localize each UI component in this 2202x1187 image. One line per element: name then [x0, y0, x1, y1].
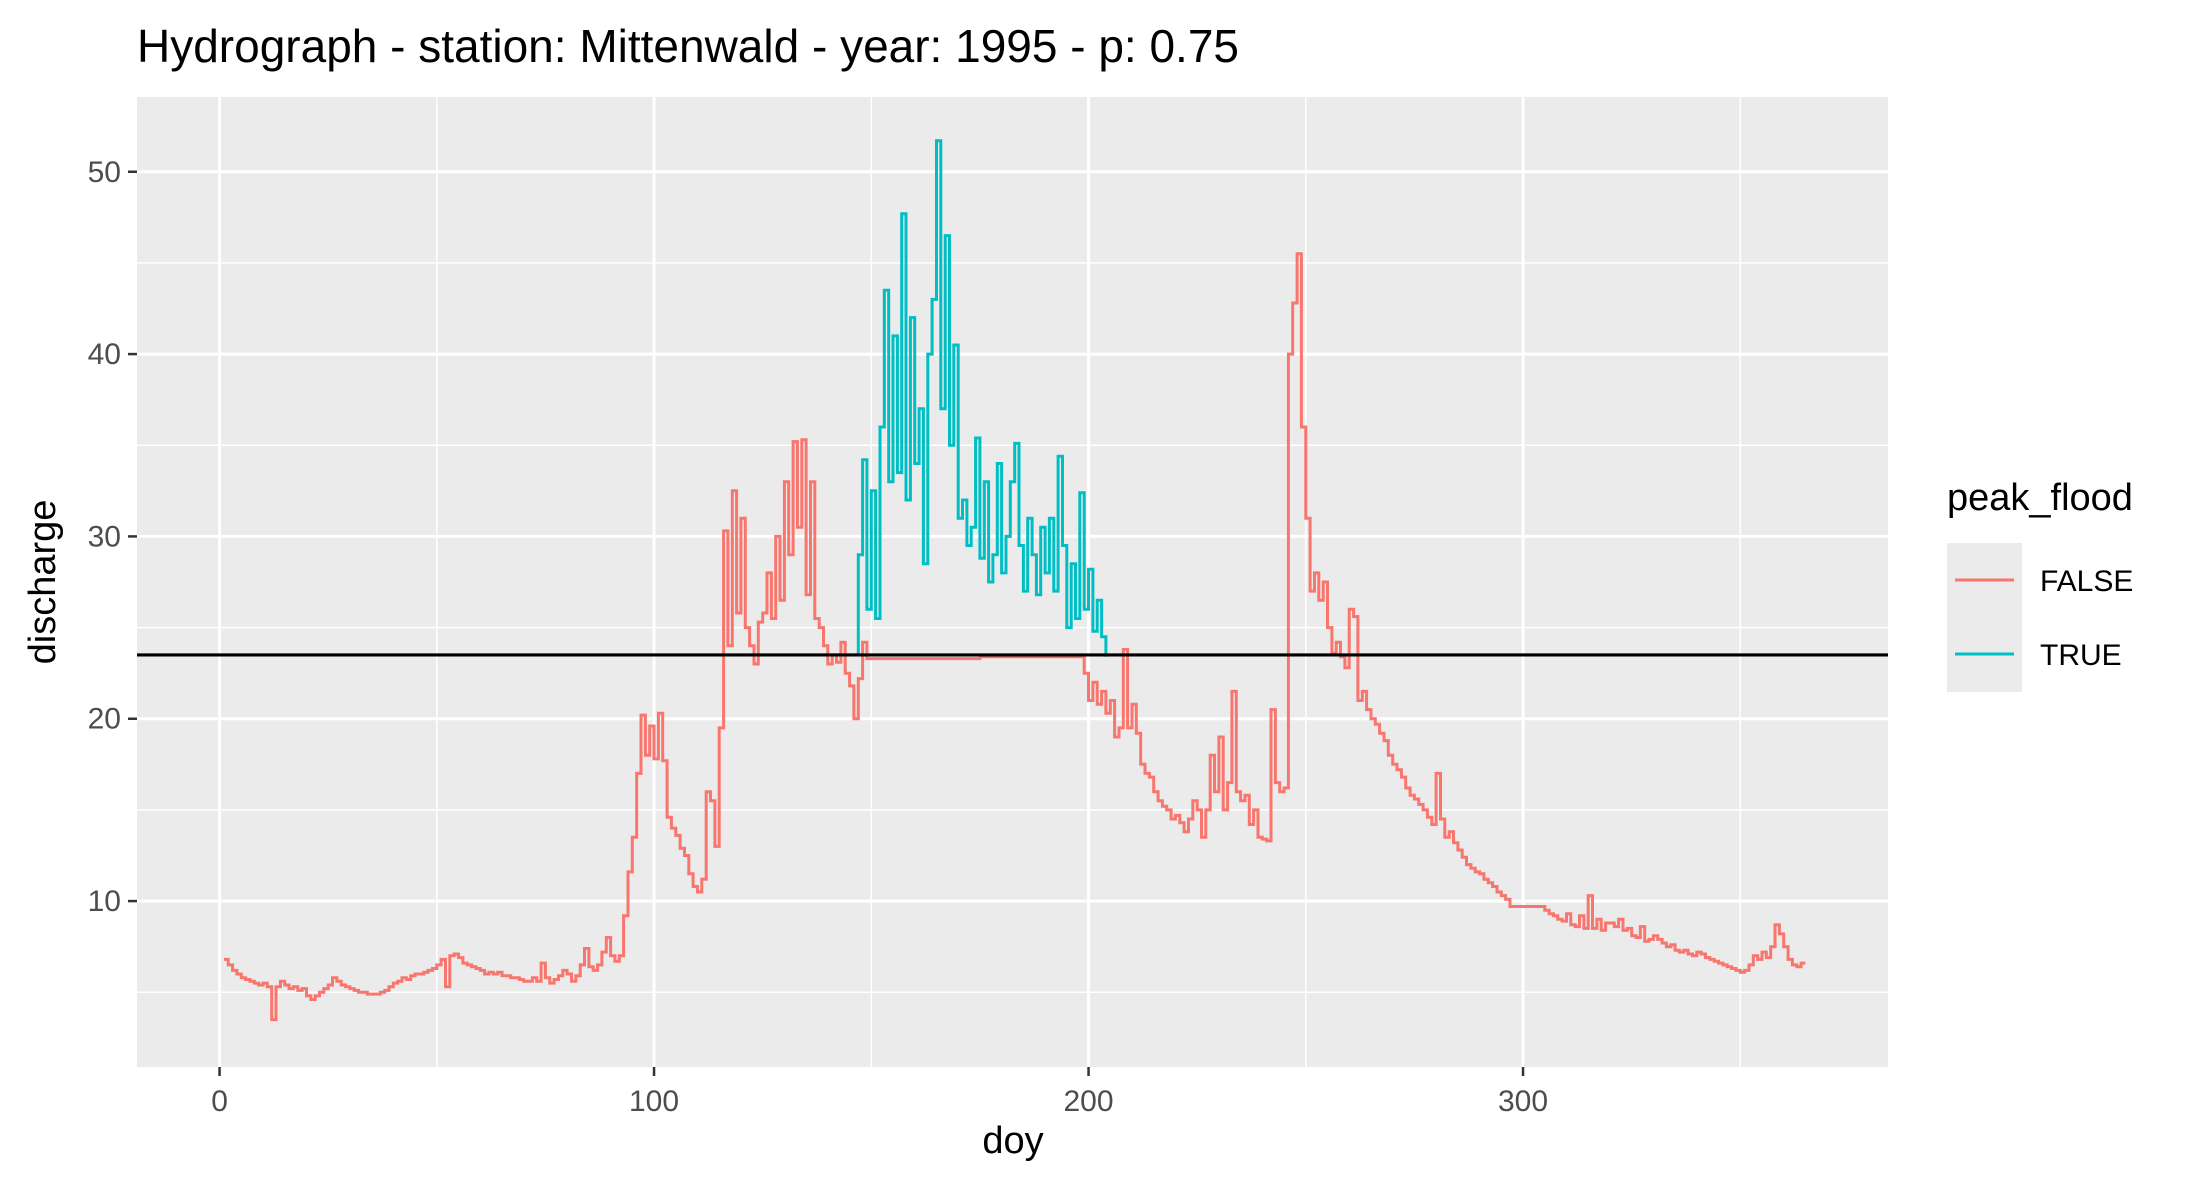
y-tick-label: 50 — [88, 156, 121, 189]
y-tick-label: 20 — [88, 703, 121, 736]
panel-background — [137, 97, 1888, 1067]
x-tick-label: 300 — [1498, 1085, 1548, 1118]
x-tick-label: 0 — [211, 1085, 228, 1118]
legend-label-false: FALSE — [2040, 565, 2133, 598]
chart-title: Hydrograph - station: Mittenwald - year:… — [137, 20, 1239, 72]
series-line-true — [853, 139, 1108, 657]
plot-panel — [137, 97, 1888, 1067]
x-axis-title: doy — [982, 1120, 1043, 1162]
x-tick-label: 200 — [1064, 1085, 1114, 1118]
legend-title: peak_flood — [1947, 477, 2133, 519]
series-line-false — [223, 252, 1806, 1022]
legend-label-true: TRUE — [2040, 639, 2122, 672]
legend: peak_flood FALSE TRUE — [1947, 477, 2133, 692]
y-tick-label: 10 — [88, 885, 121, 918]
y-tick-label: 30 — [88, 520, 121, 553]
legend-key-background — [1947, 543, 2022, 692]
x-tick-label: 100 — [629, 1085, 679, 1118]
y-tick-label: 40 — [88, 338, 121, 371]
y-axis-title: discharge — [22, 500, 64, 665]
